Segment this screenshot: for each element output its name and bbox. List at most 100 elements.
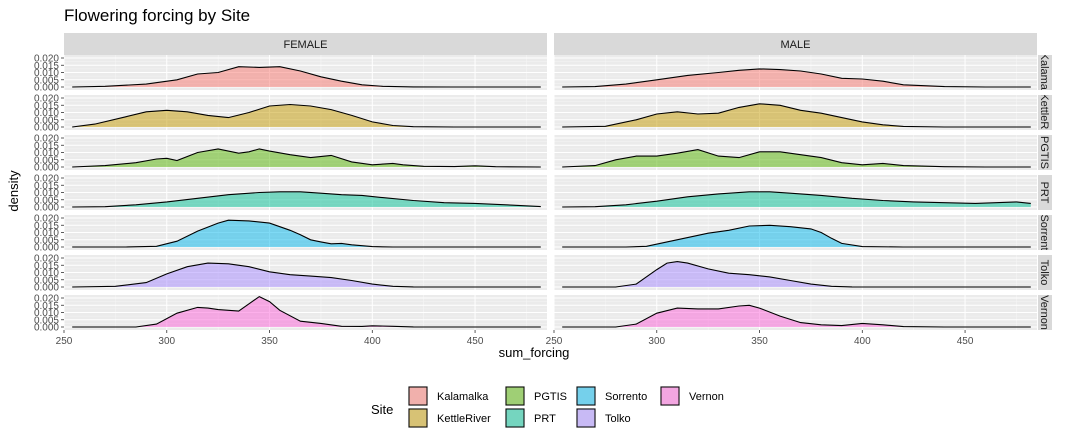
density-line-tolko-male bbox=[562, 261, 1031, 288]
y-tick-label: 0.010 bbox=[34, 108, 59, 119]
density-area-pgtis-female bbox=[72, 148, 541, 167]
row-strip-label: KettleRi bbox=[1038, 93, 1050, 132]
density-line-tolko-female bbox=[72, 262, 541, 288]
chart-title: Flowering forcing by Site bbox=[64, 6, 250, 25]
x-tick-label: 250 bbox=[546, 336, 563, 347]
legend-label-kettleriver: KettleRiver bbox=[437, 413, 491, 425]
density-area-kettleriver-female bbox=[72, 104, 541, 127]
density-line-vernon-male bbox=[562, 304, 1031, 328]
density-line-sorrento-male bbox=[562, 224, 1031, 248]
y-tick-label: 0.015 bbox=[34, 221, 59, 232]
y-tick-label: 0.005 bbox=[34, 115, 59, 126]
y-tick-label: 0.010 bbox=[34, 308, 59, 319]
legend-swatch-sorrento bbox=[576, 386, 596, 406]
density-line-kalamalka-female bbox=[72, 66, 541, 88]
row-strip bbox=[1038, 255, 1052, 290]
y-tick-label: 0.000 bbox=[34, 163, 59, 174]
legend-swatch-kalamalka bbox=[408, 386, 428, 406]
y-tick-label: 0.020 bbox=[34, 294, 59, 305]
legend-label-prt: PRT bbox=[534, 413, 556, 425]
y-tick-label: 0.005 bbox=[34, 315, 59, 326]
y-tick-label: 0.010 bbox=[34, 68, 59, 79]
y-tick-label: 0.010 bbox=[34, 188, 59, 199]
density-area-sorrento-male bbox=[562, 225, 1031, 247]
row-strip bbox=[1038, 55, 1052, 90]
row-strip bbox=[1038, 175, 1052, 210]
column-strip bbox=[554, 33, 1037, 55]
x-tick-label: 300 bbox=[648, 336, 665, 347]
row-strip-label: PGTIS bbox=[1038, 136, 1050, 169]
y-tick-label: 0.000 bbox=[34, 203, 59, 214]
legend-swatch-vernon bbox=[660, 386, 680, 406]
axes-layer: 0.0000.0050.0100.0150.0200.0000.0050.010… bbox=[34, 54, 974, 348]
y-tick-label: 0.015 bbox=[34, 101, 59, 112]
density-line-pgtis-female bbox=[72, 148, 541, 168]
density-line-kalamalka-male bbox=[562, 68, 1031, 88]
density-line-prt-male bbox=[562, 191, 1031, 208]
y-tick-label: 0.020 bbox=[34, 94, 59, 105]
row-strip-label: Tolko bbox=[1038, 260, 1050, 286]
column-strip-label: FEMALE bbox=[283, 39, 327, 51]
row-strip bbox=[1038, 295, 1052, 330]
density-line-kettleriver-male bbox=[562, 103, 1031, 128]
y-tick-label: 0.015 bbox=[34, 181, 59, 192]
column-strip bbox=[64, 33, 547, 55]
row-strip-label: Kalamal bbox=[1038, 53, 1050, 93]
x-tick-label: 250 bbox=[56, 336, 73, 347]
legend-swatch-pgtis bbox=[505, 386, 525, 406]
legend-swatch-tolko bbox=[576, 408, 596, 428]
legend-swatch-prt bbox=[505, 408, 525, 428]
y-tick-label: 0.000 bbox=[34, 283, 59, 294]
density-area-prt-male bbox=[562, 191, 1031, 207]
row-strip bbox=[1038, 215, 1052, 250]
y-tick-label: 0.005 bbox=[34, 155, 59, 166]
density-line-sorrento-female bbox=[72, 219, 541, 248]
legend: Site Kalamalka KettleRiver PGTIS PRT Sorrent… bbox=[371, 386, 724, 428]
legend-label-pgtis: PGTIS bbox=[534, 391, 567, 403]
density-line-prt-female bbox=[72, 191, 541, 208]
y-axis-title: density bbox=[6, 170, 21, 212]
row-strip-label: Sorrent bbox=[1038, 214, 1050, 250]
density-area-prt-female bbox=[72, 191, 541, 207]
y-tick-label: 0.015 bbox=[34, 301, 59, 312]
y-tick-label: 0.010 bbox=[34, 268, 59, 279]
density-area-tolko-female bbox=[72, 263, 541, 287]
y-tick-label: 0.000 bbox=[34, 323, 59, 334]
row-strip bbox=[1038, 135, 1052, 170]
row-strip-label: PRT bbox=[1038, 182, 1050, 204]
legend-label-tolko: Tolko bbox=[605, 413, 631, 425]
x-axis-title: sum_forcing bbox=[499, 345, 570, 360]
legend-label-vernon: Vernon bbox=[689, 391, 724, 403]
y-tick-label: 0.005 bbox=[34, 235, 59, 246]
density-area-kettleriver-male bbox=[562, 103, 1031, 127]
y-tick-label: 0.005 bbox=[34, 275, 59, 286]
row-strip-label: Vernon bbox=[1038, 295, 1050, 330]
y-tick-label: 0.020 bbox=[34, 254, 59, 265]
legend-label-kalamalka: Kalamalka bbox=[437, 391, 489, 403]
y-tick-label: 0.020 bbox=[34, 214, 59, 225]
y-tick-label: 0.005 bbox=[34, 195, 59, 206]
y-tick-label: 0.020 bbox=[34, 134, 59, 145]
row-strip bbox=[1038, 95, 1052, 130]
y-tick-label: 0.020 bbox=[34, 54, 59, 65]
y-tick-label: 0.015 bbox=[34, 141, 59, 152]
density-area-sorrento-female bbox=[72, 220, 541, 247]
y-tick-label: 0.010 bbox=[34, 148, 59, 159]
column-strip-label: MALE bbox=[781, 39, 811, 51]
density-area-pgtis-male bbox=[562, 149, 1031, 167]
density-area-tolko-male bbox=[562, 261, 1031, 287]
legend-title: Site bbox=[371, 402, 393, 417]
legend-label-sorrento: Sorrento bbox=[605, 391, 647, 403]
x-tick-label: 450 bbox=[467, 336, 484, 347]
x-tick-label: 350 bbox=[261, 336, 278, 347]
x-tick-label: 300 bbox=[158, 336, 175, 347]
y-tick-label: 0.000 bbox=[34, 123, 59, 134]
y-tick-label: 0.015 bbox=[34, 261, 59, 272]
x-tick-label: 450 bbox=[957, 336, 974, 347]
x-tick-label: 400 bbox=[854, 336, 871, 347]
density-line-vernon-female bbox=[72, 295, 541, 328]
y-tick-label: 0.020 bbox=[34, 174, 59, 185]
density-area-vernon-male bbox=[562, 305, 1031, 327]
y-tick-label: 0.010 bbox=[34, 228, 59, 239]
